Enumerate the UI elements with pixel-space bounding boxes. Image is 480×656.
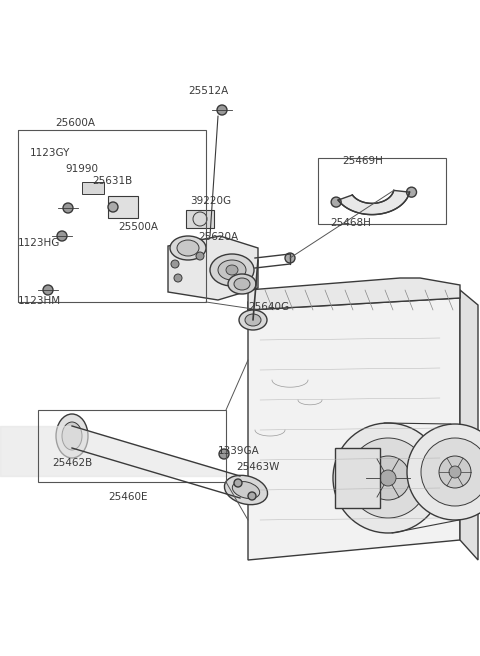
- Circle shape: [196, 252, 204, 260]
- Polygon shape: [248, 290, 460, 310]
- Circle shape: [108, 202, 118, 212]
- Text: 25469H: 25469H: [342, 156, 383, 166]
- Circle shape: [285, 253, 295, 263]
- Ellipse shape: [245, 314, 261, 326]
- Circle shape: [171, 260, 179, 268]
- Ellipse shape: [225, 476, 267, 504]
- Text: 1123HG: 1123HG: [18, 238, 60, 248]
- Circle shape: [248, 492, 256, 500]
- Circle shape: [331, 197, 341, 207]
- Text: 1339GA: 1339GA: [218, 446, 260, 456]
- Polygon shape: [460, 290, 478, 560]
- Circle shape: [333, 423, 443, 533]
- Circle shape: [219, 449, 229, 459]
- Text: 1123GY: 1123GY: [30, 148, 71, 158]
- Circle shape: [57, 231, 67, 241]
- Text: 25512A: 25512A: [188, 86, 228, 96]
- Circle shape: [421, 438, 480, 506]
- Circle shape: [407, 187, 417, 197]
- Text: 25640G: 25640G: [248, 302, 289, 312]
- Circle shape: [439, 456, 471, 488]
- Text: 25600A: 25600A: [55, 118, 95, 128]
- Ellipse shape: [228, 274, 256, 294]
- Ellipse shape: [170, 236, 206, 260]
- Bar: [108, 196, 138, 218]
- Ellipse shape: [177, 240, 199, 256]
- Text: 25620A: 25620A: [198, 232, 238, 242]
- Circle shape: [217, 105, 227, 115]
- Bar: [18, 130, 206, 302]
- Circle shape: [366, 456, 410, 500]
- Text: 25631B: 25631B: [92, 176, 132, 186]
- Text: 25468H: 25468H: [330, 218, 371, 228]
- Ellipse shape: [62, 422, 82, 450]
- Circle shape: [449, 466, 461, 478]
- Circle shape: [174, 274, 182, 282]
- Text: 25462B: 25462B: [52, 458, 92, 468]
- Circle shape: [348, 438, 428, 518]
- Bar: [335, 448, 380, 508]
- Circle shape: [63, 203, 73, 213]
- Ellipse shape: [239, 310, 267, 330]
- Text: 1123HM: 1123HM: [18, 296, 61, 306]
- Text: 39220G: 39220G: [190, 196, 231, 206]
- Polygon shape: [248, 278, 460, 310]
- Ellipse shape: [56, 414, 88, 458]
- Ellipse shape: [232, 482, 260, 499]
- Bar: [82, 182, 104, 194]
- Ellipse shape: [210, 254, 254, 286]
- Polygon shape: [168, 236, 258, 300]
- Bar: [186, 210, 214, 228]
- Text: 25500A: 25500A: [118, 222, 158, 232]
- Circle shape: [380, 470, 396, 486]
- Polygon shape: [338, 190, 409, 215]
- Circle shape: [43, 285, 53, 295]
- Ellipse shape: [226, 265, 238, 275]
- Polygon shape: [248, 298, 460, 560]
- Text: 25463W: 25463W: [236, 462, 279, 472]
- Bar: [318, 158, 446, 224]
- Text: 25460E: 25460E: [108, 492, 147, 502]
- Bar: [38, 410, 226, 482]
- Ellipse shape: [234, 278, 250, 290]
- Ellipse shape: [218, 260, 246, 280]
- Circle shape: [234, 479, 242, 487]
- Text: 91990: 91990: [65, 164, 98, 174]
- Circle shape: [407, 424, 480, 520]
